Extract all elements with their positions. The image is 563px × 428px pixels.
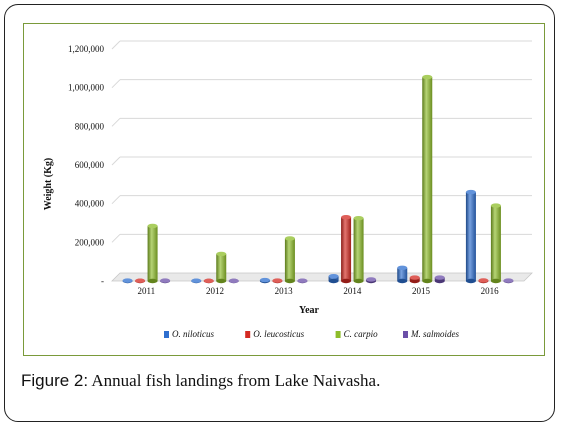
bar <box>297 278 308 284</box>
y-tick-label: 1,000,000 <box>68 83 105 93</box>
x-tick-label: 2014 <box>343 286 362 296</box>
bar <box>228 278 239 284</box>
legend-item: C. carpio <box>335 329 379 339</box>
chart-container: - 200,000 400,000 600,000 800,000 1,000,000 1,… <box>23 23 545 356</box>
bar <box>259 277 270 284</box>
x-tick-label: 2015 <box>412 286 431 296</box>
x-tick-label: 2012 <box>206 286 224 296</box>
bar <box>397 265 408 284</box>
bar <box>216 251 227 284</box>
x-tick-label: 2013 <box>275 286 294 296</box>
legend-label: C. carpio <box>344 329 379 339</box>
figure-caption: Figure 2: Annual fish landings from Lake… <box>21 371 380 391</box>
bar <box>272 278 283 284</box>
bar <box>422 74 433 284</box>
gridline-connector <box>111 40 121 50</box>
bar <box>503 278 514 284</box>
caption-label: Figure 2: <box>21 371 89 390</box>
gridline-connector <box>111 117 121 127</box>
bar <box>409 275 420 284</box>
y-tick-label: - <box>101 276 104 286</box>
gridlines <box>111 40 532 243</box>
x-axis-ticks: 2011 2012 2013 2014 2015 2016 <box>137 286 499 296</box>
x-tick-label: 2011 <box>137 286 155 296</box>
gridline-connector <box>111 156 121 166</box>
y-tick-label: 800,000 <box>75 121 105 131</box>
bar <box>284 236 295 284</box>
legend-item: O. leucosticus <box>245 329 305 339</box>
legend-swatch <box>164 331 169 338</box>
bar <box>203 278 214 284</box>
y-tick-label: 200,000 <box>75 237 105 247</box>
bar <box>366 277 377 284</box>
bar <box>160 278 171 284</box>
bar <box>353 215 364 284</box>
bars <box>122 74 514 284</box>
y-tick-label: 600,000 <box>75 160 105 170</box>
legend-swatch <box>245 331 251 338</box>
y-axis-title: Weight (Kg) <box>43 158 54 211</box>
bar <box>328 273 339 284</box>
bar <box>490 203 501 284</box>
legend: O. niloticus O. leucosticus C. carpio M. sa… <box>164 329 459 339</box>
bar <box>122 278 133 284</box>
bar <box>478 278 489 284</box>
bar-chart: - 200,000 400,000 600,000 800,000 1,000,000 1,… <box>43 40 533 339</box>
legend-item: M. salmoides <box>403 329 459 339</box>
bar <box>147 223 158 284</box>
bar <box>341 215 352 284</box>
bar <box>465 189 476 284</box>
bar <box>434 275 445 284</box>
legend-label: O. niloticus <box>172 329 214 339</box>
legend-item: O. niloticus <box>164 329 214 339</box>
y-axis-ticks: - 200,000 400,000 600,000 800,000 1,000,000 1,… <box>68 44 105 286</box>
legend-label: O. leucosticus <box>253 329 304 339</box>
x-tick-label: 2016 <box>481 286 500 296</box>
x-axis-title: Year <box>299 305 320 316</box>
legend-swatch <box>335 331 341 338</box>
caption-text: Annual fish landings from Lake Naivasha. <box>91 371 381 390</box>
gridline-connector <box>111 233 121 243</box>
figure-frame: - 200,000 400,000 600,000 800,000 1,000,000 1,… <box>4 4 555 422</box>
bar <box>191 278 202 284</box>
y-tick-label: 1,200,000 <box>68 44 105 54</box>
gridline-connector <box>111 195 121 205</box>
legend-label: M. salmoides <box>410 329 459 339</box>
y-tick-label: 400,000 <box>75 199 105 209</box>
gridline-connector <box>111 79 121 89</box>
legend-swatch <box>403 331 408 338</box>
bar <box>135 278 146 284</box>
